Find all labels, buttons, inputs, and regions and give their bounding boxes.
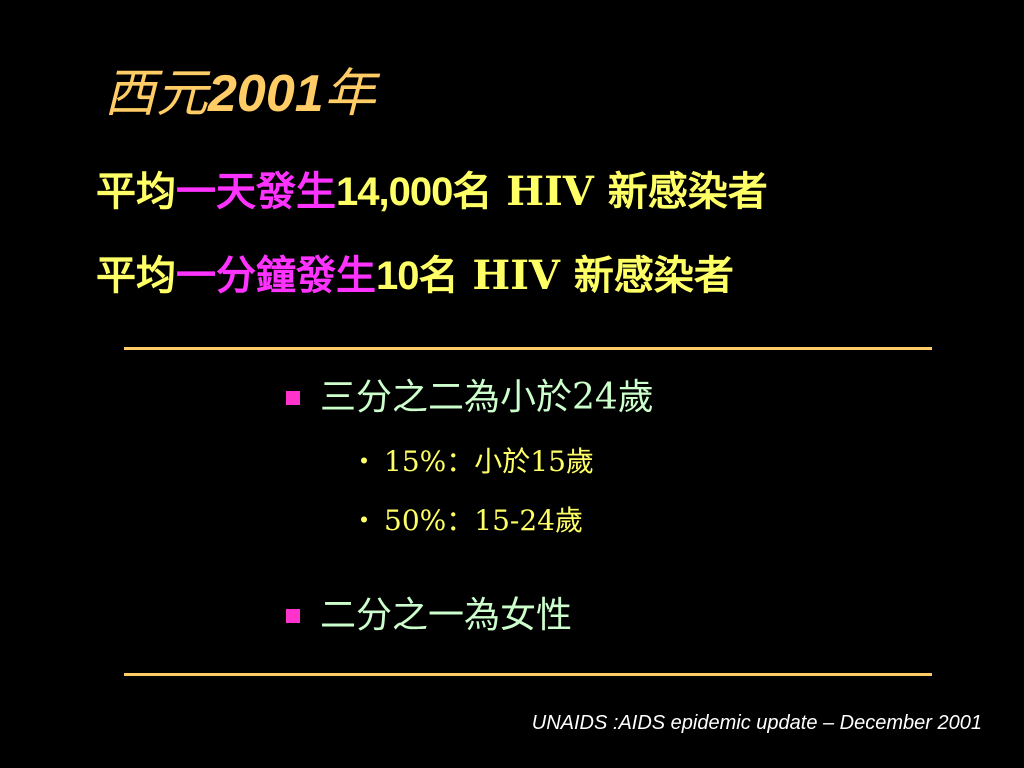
bullet-text: 二分之一為女性: [320, 595, 573, 636]
headline-lead: 平均: [96, 168, 176, 215]
divider-bottom: [124, 673, 932, 676]
headline-unit: 名: [452, 168, 493, 215]
title-prefix: 西元: [104, 64, 209, 124]
title-suffix: 年: [323, 64, 376, 124]
sub-bullet-item: ・ 15%：小於15歲: [350, 445, 594, 478]
dot-bullet-icon: ・: [350, 504, 379, 537]
square-bullet-icon: [286, 390, 300, 405]
slide-title: 西元2001年: [104, 64, 376, 124]
source-citation: UNAIDS :AIDS epidemic update – December …: [531, 712, 982, 734]
headline-highlight: 一分鐘發生: [176, 252, 376, 299]
headline-highlight: 一天發生: [176, 168, 336, 215]
sub-bullet-text: 50%：15-24歲: [384, 504, 583, 537]
headline-per-minute: 平均一分鐘發生10名 HIV 新感染者: [96, 252, 734, 299]
headline-number: 14,000: [336, 170, 453, 214]
bullet-item: 三分之二為小於24歲: [286, 378, 654, 418]
dot-bullet-icon: ・: [350, 445, 379, 478]
headline-lead: 平均: [96, 252, 176, 299]
headline-rest: HIV 新感染者: [458, 252, 734, 299]
square-bullet-icon: [286, 608, 300, 623]
headline-number: 10: [376, 254, 419, 298]
bullet-item: 二分之一為女性: [286, 596, 572, 636]
title-year: 2001: [208, 65, 324, 123]
sub-bullet-item: ・ 50%：15-24歲: [350, 504, 583, 537]
headline-unit: 名: [418, 252, 459, 299]
sub-bullet-text: 15%：小於15歲: [384, 445, 594, 478]
headline-per-day: 平均一天發生14,000名 HIV 新感染者: [96, 168, 768, 215]
bullet-text: 三分之二為小於24歲: [320, 377, 654, 418]
headline-rest: HIV 新感染者: [492, 168, 768, 215]
divider-top: [124, 347, 932, 350]
